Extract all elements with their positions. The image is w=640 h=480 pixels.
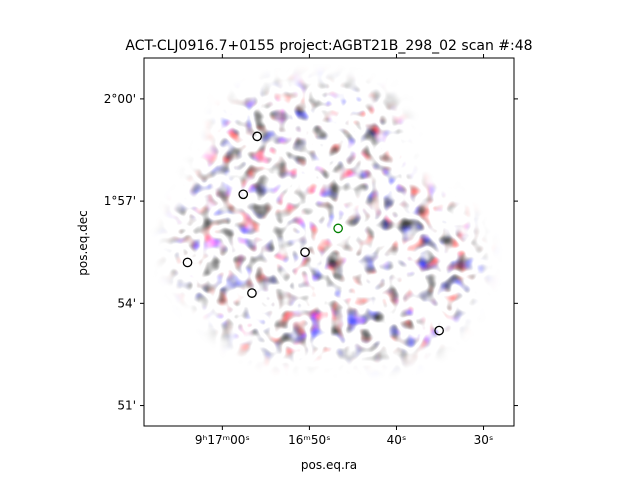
- x-axis-label: pos.eq.ra: [301, 458, 357, 472]
- x-tick-label: 9ʰ17ᵐ00ˢ: [195, 433, 250, 447]
- source-markers: [182, 131, 444, 336]
- x-tick-label: 40ˢ: [387, 433, 407, 447]
- source-marker: [300, 247, 310, 258]
- y-tick-label: 1°57': [104, 194, 136, 208]
- y-axis-label: pos.eq.dec: [76, 210, 90, 275]
- source-marker: [434, 325, 444, 336]
- y-tick-label: 54': [117, 296, 136, 310]
- axis-ticks: 9ʰ17ᵐ00ˢ 16ᵐ50ˢ 40ˢ 30ˢ 2°00' 1°57' 54' 51': [104, 54, 518, 447]
- heatmap-image: [144, 58, 514, 426]
- source-marker: [182, 257, 193, 268]
- x-tick-label: 30ˢ: [474, 433, 494, 447]
- source-marker: [252, 131, 263, 142]
- y-tick-label: 51': [117, 399, 136, 413]
- source-marker: [238, 189, 249, 200]
- plot-frame: [143, 57, 515, 427]
- x-tick-label: 16ᵐ50ˢ: [288, 433, 331, 447]
- chart-title: ACT-CLJ0916.7+0155 project:AGBT21B_298_0…: [125, 38, 532, 54]
- source-marker: [247, 288, 257, 298]
- y-tick-label: 2°00': [104, 92, 136, 106]
- source-marker-green: [333, 223, 343, 234]
